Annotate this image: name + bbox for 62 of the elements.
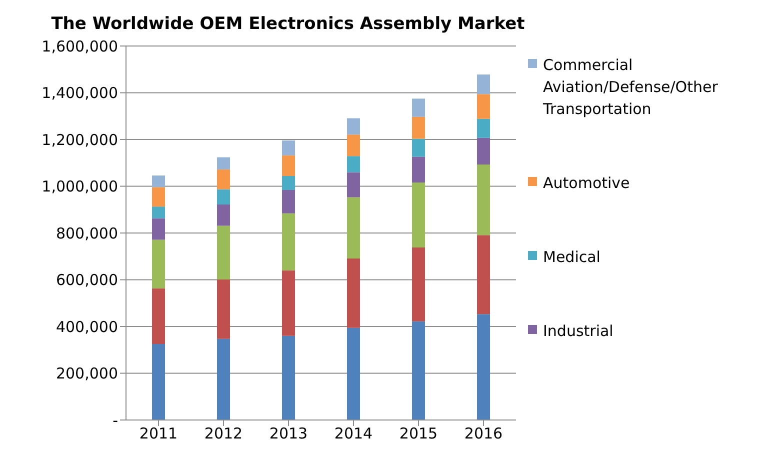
bar [477, 118, 490, 138]
bar [282, 336, 295, 420]
bar [152, 206, 165, 218]
bar [477, 314, 490, 420]
bar [217, 204, 230, 226]
bar [217, 280, 230, 339]
x-tick-label: 2015 [399, 424, 438, 443]
bar [412, 98, 425, 117]
bar [282, 190, 295, 214]
bar [282, 213, 295, 270]
bar [477, 164, 490, 236]
y-tick-label: 1,200,000 [42, 130, 118, 149]
legend-label: Commercial Aviation/Defense/Other Transportation [543, 55, 719, 120]
bar [347, 258, 360, 328]
bar [412, 321, 425, 420]
bar [282, 155, 295, 176]
bar [217, 189, 230, 204]
bar [412, 156, 425, 183]
x-tick-label: 2016 [464, 424, 503, 443]
y-tick-label: - [112, 411, 118, 430]
bar [477, 94, 490, 119]
bar [412, 247, 425, 322]
y-tick-label: 1,600,000 [42, 37, 118, 56]
bar [347, 118, 360, 135]
bar [152, 218, 165, 240]
x-tick-label: 2014 [334, 424, 373, 443]
x-tick-label: 2011 [139, 424, 178, 443]
bar [477, 74, 490, 94]
x-tick-label: 2012 [204, 424, 243, 443]
bar [347, 172, 360, 198]
legend-label: Medical [543, 247, 600, 268]
bar [152, 187, 165, 207]
bar [347, 156, 360, 172]
bar [347, 197, 360, 258]
bar [217, 226, 230, 280]
bar [347, 134, 360, 156]
bar [282, 176, 295, 190]
bar [347, 328, 360, 420]
y-tick-label: 1,400,000 [42, 84, 118, 102]
bar [152, 240, 165, 288]
x-tick-label: 2013 [269, 424, 308, 443]
bar [282, 270, 295, 336]
legend-label: Automotive [543, 173, 630, 194]
bar [152, 288, 165, 344]
bar [477, 235, 490, 314]
bar [217, 169, 230, 190]
bar [412, 182, 425, 248]
bar [152, 176, 165, 188]
bar [217, 157, 230, 170]
y-tick-label: 1,000,000 [42, 178, 118, 196]
y-tick-label: 400,000 [56, 318, 118, 336]
bar [412, 138, 425, 157]
bar [152, 344, 165, 420]
bar [217, 338, 230, 420]
bar [477, 138, 490, 165]
chart-title: The Worldwide OEM Electronics Assembly Market [50, 13, 526, 34]
legend-label: Industrial [543, 321, 614, 342]
y-tick-label: 600,000 [56, 271, 118, 290]
y-tick-label: 800,000 [56, 224, 118, 242]
bar [282, 140, 295, 156]
bar [412, 116, 425, 139]
y-tick-label: 200,000 [56, 364, 118, 383]
